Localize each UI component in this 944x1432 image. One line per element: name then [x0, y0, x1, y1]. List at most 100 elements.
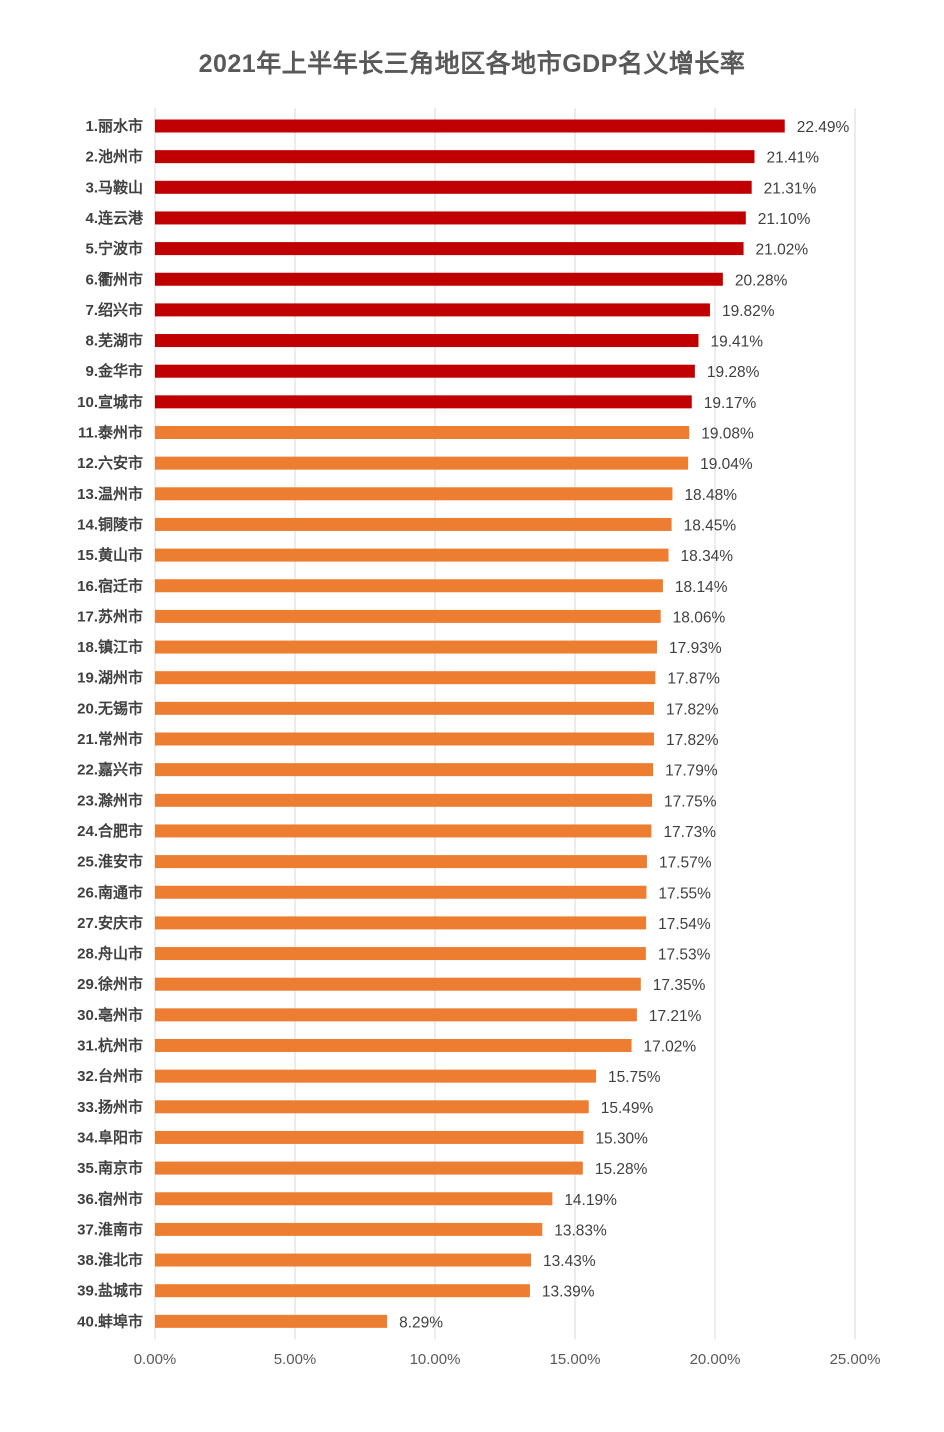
data-label: 13.39% [542, 1284, 595, 1301]
category-label: 5.宁波市 [85, 240, 143, 258]
category-label: 11.泰州市 [78, 424, 143, 442]
bar [155, 150, 755, 164]
bar [155, 947, 646, 961]
bar [155, 517, 672, 531]
category-label: 31.杭州市 [77, 1037, 143, 1055]
data-label: 19.17% [704, 395, 757, 412]
x-tick-label: 10.00% [410, 1351, 461, 1368]
data-label: 17.75% [664, 793, 717, 810]
data-label: 19.82% [722, 303, 775, 320]
bar [155, 303, 710, 317]
bar [155, 1253, 532, 1267]
data-label: 18.48% [684, 487, 737, 504]
bar [155, 272, 723, 286]
x-tick-label: 15.00% [550, 1351, 601, 1368]
x-tick-label: 25.00% [830, 1351, 881, 1368]
data-label: 17.57% [659, 855, 712, 872]
category-label: 17.苏州市 [77, 607, 143, 625]
data-label: 13.43% [543, 1253, 596, 1270]
bar [155, 1192, 553, 1206]
bar [155, 395, 692, 409]
category-label: 20.无锡市 [77, 699, 143, 717]
category-label: 36.宿州市 [77, 1190, 143, 1208]
data-label: 17.73% [663, 824, 716, 841]
data-label: 18.14% [675, 579, 728, 596]
category-label: 40.蚌埠市 [77, 1312, 143, 1330]
category-label: 30.亳州市 [77, 1006, 143, 1024]
x-tick-label: 0.00% [134, 1351, 177, 1368]
chart-title: 2021年上半年长三角地区各地市GDP名义增长率 [198, 50, 746, 78]
category-label: 32.台州市 [77, 1067, 143, 1085]
category-label: 22.嘉兴市 [77, 761, 143, 779]
bar [155, 824, 652, 838]
bar [155, 364, 695, 378]
data-label: 17.82% [666, 732, 719, 749]
data-label: 15.28% [595, 1161, 648, 1178]
data-label: 20.28% [735, 272, 788, 289]
bar [155, 1008, 637, 1022]
bar [155, 640, 658, 654]
bar [155, 1314, 388, 1328]
bar [155, 242, 744, 256]
category-label: 38.淮北市 [77, 1251, 143, 1269]
category-label: 28.舟山市 [77, 945, 143, 963]
category-label: 25.淮安市 [77, 853, 143, 871]
category-label: 29.徐州市 [77, 975, 143, 993]
bar [155, 119, 785, 133]
bar [155, 916, 647, 930]
data-label: 17.21% [649, 1008, 702, 1025]
data-label: 17.35% [653, 977, 706, 994]
bar [155, 548, 669, 562]
category-label: 13.温州市 [77, 485, 143, 503]
category-label: 37.淮南市 [77, 1220, 143, 1238]
category-label: 18.镇江市 [77, 638, 143, 656]
data-label: 15.30% [595, 1130, 648, 1147]
bar [155, 1100, 589, 1114]
bar [155, 579, 663, 593]
category-label: 10.宣城市 [77, 393, 143, 411]
data-label: 17.87% [667, 671, 720, 688]
category-label: 2.池州市 [85, 148, 143, 166]
bar [155, 1161, 583, 1175]
data-label: 17.54% [658, 916, 711, 933]
category-label: 16.宿迁市 [77, 577, 143, 595]
bar [155, 701, 654, 715]
category-label: 8.芜湖市 [85, 332, 143, 350]
data-label: 15.49% [601, 1100, 654, 1117]
category-label: 34.阜阳市 [77, 1128, 143, 1146]
bar [155, 1284, 530, 1298]
data-label: 21.10% [758, 211, 811, 228]
category-label: 4.连云港 [85, 209, 144, 227]
bar [155, 1039, 632, 1052]
bar [155, 180, 752, 194]
data-label: 19.41% [710, 334, 763, 351]
data-label: 21.31% [764, 180, 817, 197]
category-label: 12.六安市 [77, 454, 143, 472]
x-tick-label: 20.00% [690, 1351, 741, 1368]
category-label: 1.丽水市 [85, 117, 143, 135]
bar [155, 487, 673, 501]
bar [155, 1069, 596, 1083]
data-label: 15.75% [608, 1069, 661, 1086]
category-label: 19.湖州市 [77, 669, 143, 687]
bar [155, 334, 699, 348]
data-label: 17.82% [666, 701, 719, 718]
category-label: 26.南通市 [77, 883, 143, 901]
x-tick-label: 5.00% [274, 1351, 317, 1368]
category-label: 33.扬州市 [77, 1098, 143, 1116]
category-label: 24.合肥市 [77, 822, 143, 840]
category-label: 23.滁州市 [77, 791, 143, 809]
category-label: 35.南京市 [77, 1159, 143, 1177]
category-label: 39.盐城市 [77, 1282, 143, 1300]
bar [155, 456, 689, 470]
bar [155, 1222, 543, 1236]
data-label: 14.19% [564, 1192, 617, 1209]
bar [155, 426, 690, 439]
data-label: 19.08% [701, 426, 754, 443]
category-label: 7.绍兴市 [85, 301, 143, 319]
data-label: 8.29% [399, 1314, 443, 1331]
data-label: 17.79% [665, 763, 718, 780]
category-label: 6.衢州市 [85, 270, 143, 288]
data-label: 13.83% [554, 1222, 607, 1239]
